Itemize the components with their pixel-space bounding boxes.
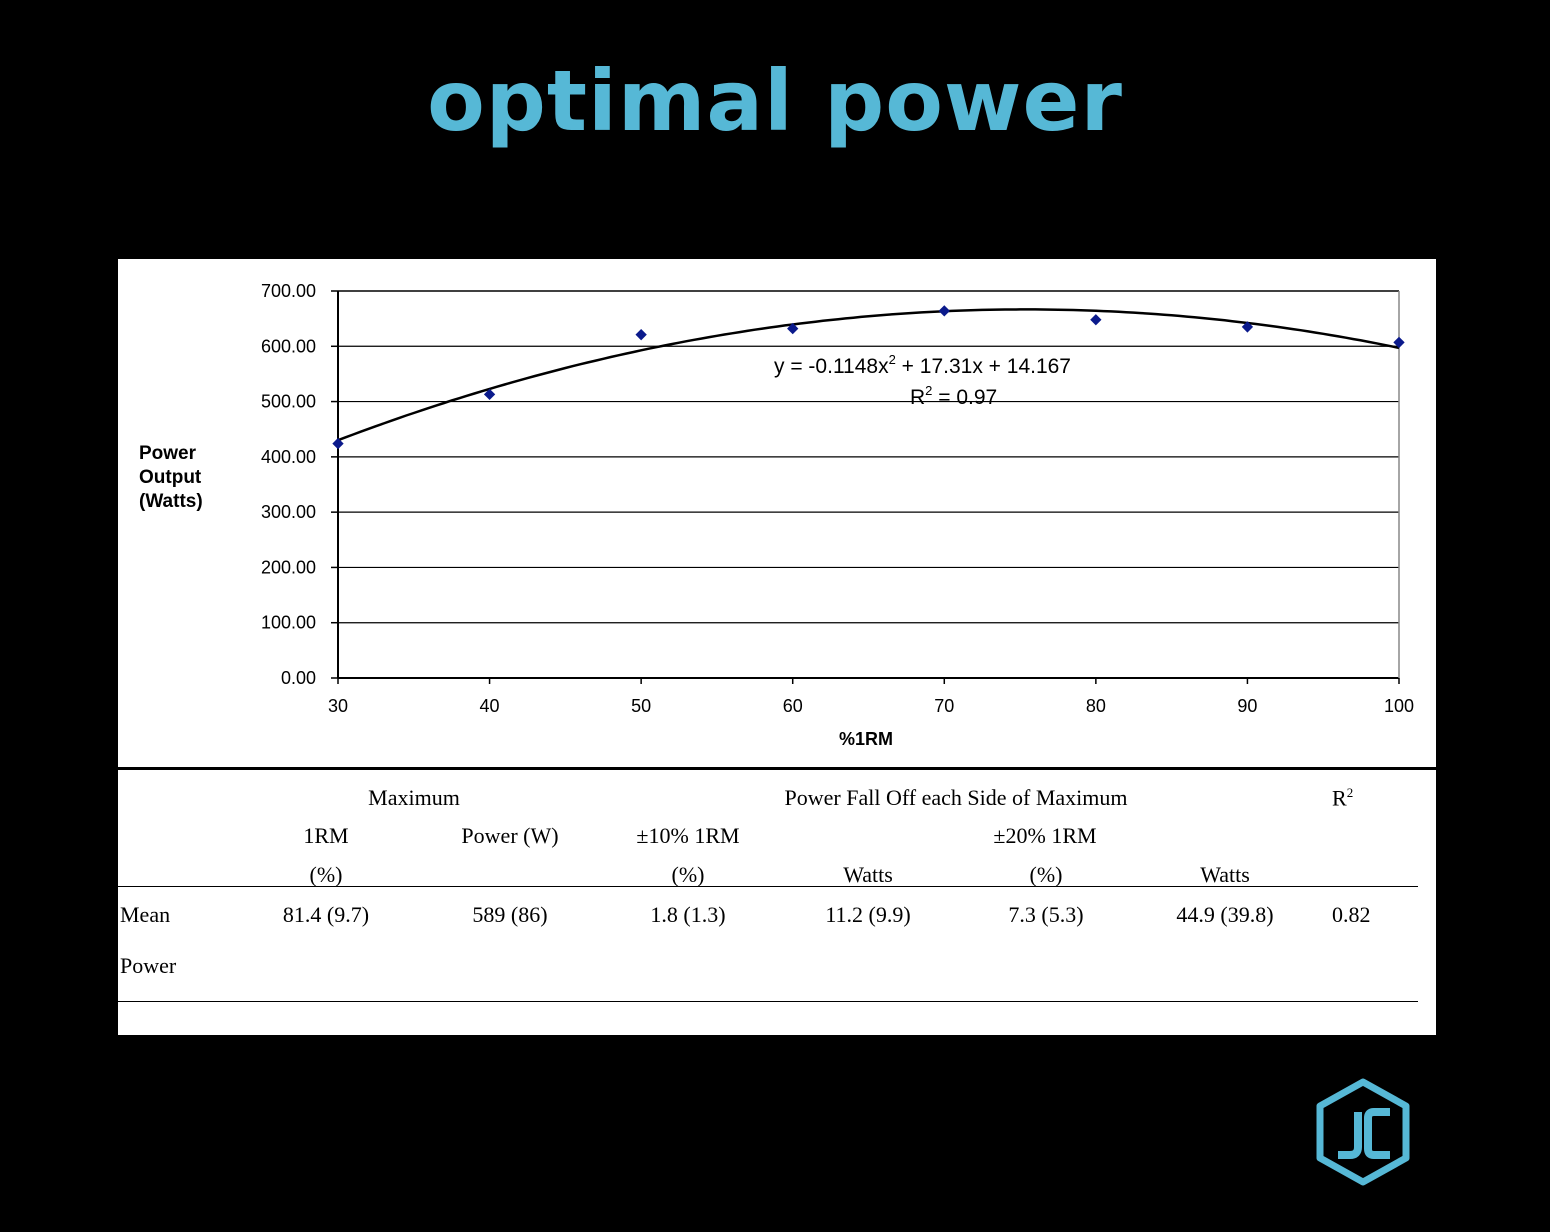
th-pct-2: (%) (671, 862, 705, 887)
y-tick-label: 500.00 (261, 392, 316, 412)
x-axis-label: %1RM (839, 729, 893, 749)
grid-lines (331, 290, 1399, 679)
cell-pm20-pct: 7.3 (5.3) (1008, 902, 1084, 927)
table-mid-rule (118, 886, 1418, 887)
cell-r2: 0.82 (1332, 902, 1371, 927)
data-point (1090, 314, 1102, 326)
y-tick-labels: 0.00 100.00 200.00 300.00 400.00 500.00 600.00… (261, 281, 316, 688)
th-1rm: 1RM (303, 823, 349, 848)
th-watts-1: Watts (843, 862, 893, 887)
y-axis-label-line-2: Output (139, 467, 202, 488)
th-pm10: ±10% 1RM (636, 823, 740, 848)
th-pct-1: (%) (309, 862, 343, 887)
y-tick-label: 700.00 (261, 281, 316, 301)
th-watts-2: Watts (1200, 862, 1250, 887)
r2-base: R (910, 386, 925, 409)
y-tick-label: 600.00 (261, 336, 316, 356)
cell-pm20-watts: 44.9 (39.8) (1176, 902, 1274, 927)
x-tick-label: 60 (783, 696, 803, 716)
table-bottom-rule (118, 1001, 1418, 1002)
th-falloff: Power Fall Off each Side of Maximum (784, 785, 1128, 810)
th-maximum: Maximum (368, 785, 460, 810)
x-tick-label: 50 (631, 696, 651, 716)
table-top-rule (118, 767, 1436, 770)
th-pct-3: (%) (1029, 862, 1063, 887)
cell-power: 589 (86) (472, 902, 548, 927)
th-r2-sup: 2 (1346, 785, 1354, 800)
y-tick-label: 400.00 (261, 447, 316, 467)
th-r2-base: R (1332, 785, 1347, 811)
power-chart: 0.00 100.00 200.00 300.00 400.00 500.00 600.00… (139, 281, 1414, 749)
eq-part-2: + 17.31x + 14.167 (896, 355, 1071, 378)
slide-title: optimal power (427, 52, 1123, 150)
data-point (787, 322, 799, 335)
data-points (332, 305, 1405, 450)
row-label-1: Mean (120, 902, 171, 927)
y-tick-label: 0.00 (281, 668, 316, 688)
eq-part-1: y = -0.1148x (774, 355, 889, 378)
r2-value: = 0.97 (932, 386, 997, 409)
r2-sup: 2 (925, 383, 932, 398)
data-point (635, 329, 647, 341)
cell-1rm: 81.4 (9.7) (282, 902, 370, 927)
th-r2: R2 (1332, 785, 1353, 811)
logo-hexagon (1316, 1078, 1410, 1186)
logo-j (1338, 1112, 1362, 1159)
th-pm20: ±20% 1RM (993, 823, 1097, 848)
data-point (483, 388, 496, 401)
x-tick-label: 90 (1237, 696, 1257, 716)
data-point (332, 437, 344, 450)
x-tick-label: 30 (328, 696, 348, 716)
th-power: Power (W) (461, 823, 559, 848)
y-tick-label: 300.00 (261, 502, 316, 522)
eq-sup: 2 (889, 352, 896, 367)
y-tick-label: 100.00 (261, 613, 316, 633)
content-panel: 0.00 100.00 200.00 300.00 400.00 500.00 600.00… (118, 259, 1436, 1035)
row-label-2: Power (120, 953, 177, 978)
y-axis-label-line-3: (Watts) (139, 491, 203, 512)
cell-pm10-watts: 11.2 (9.9) (825, 902, 911, 927)
data-point (1241, 321, 1254, 333)
cell-pm10-pct: 1.8 (1.3) (650, 902, 726, 927)
jc-logo (1316, 1078, 1410, 1186)
x-tick-label: 40 (480, 696, 500, 716)
trendline (337, 308, 1400, 442)
svg-text:Power Output (Watt: Power Output (Watts) (139, 443, 207, 512)
x-tick-labels: 30 40 50 60 70 80 90 100 (328, 678, 1414, 716)
x-tick-label: 70 (934, 696, 954, 716)
x-tick-label: 80 (1086, 696, 1106, 716)
r-squared-label: R2 = 0.97 (910, 383, 997, 409)
y-axis-label-line-1: Power (139, 443, 197, 464)
data-point (938, 305, 950, 317)
logo-c (1364, 1108, 1390, 1159)
x-tick-label: 100 (1384, 696, 1414, 716)
trendline-equation: y = -0.1148x2 + 17.31x + 14.167 (774, 352, 1071, 378)
y-tick-label: 200.00 (261, 557, 316, 577)
